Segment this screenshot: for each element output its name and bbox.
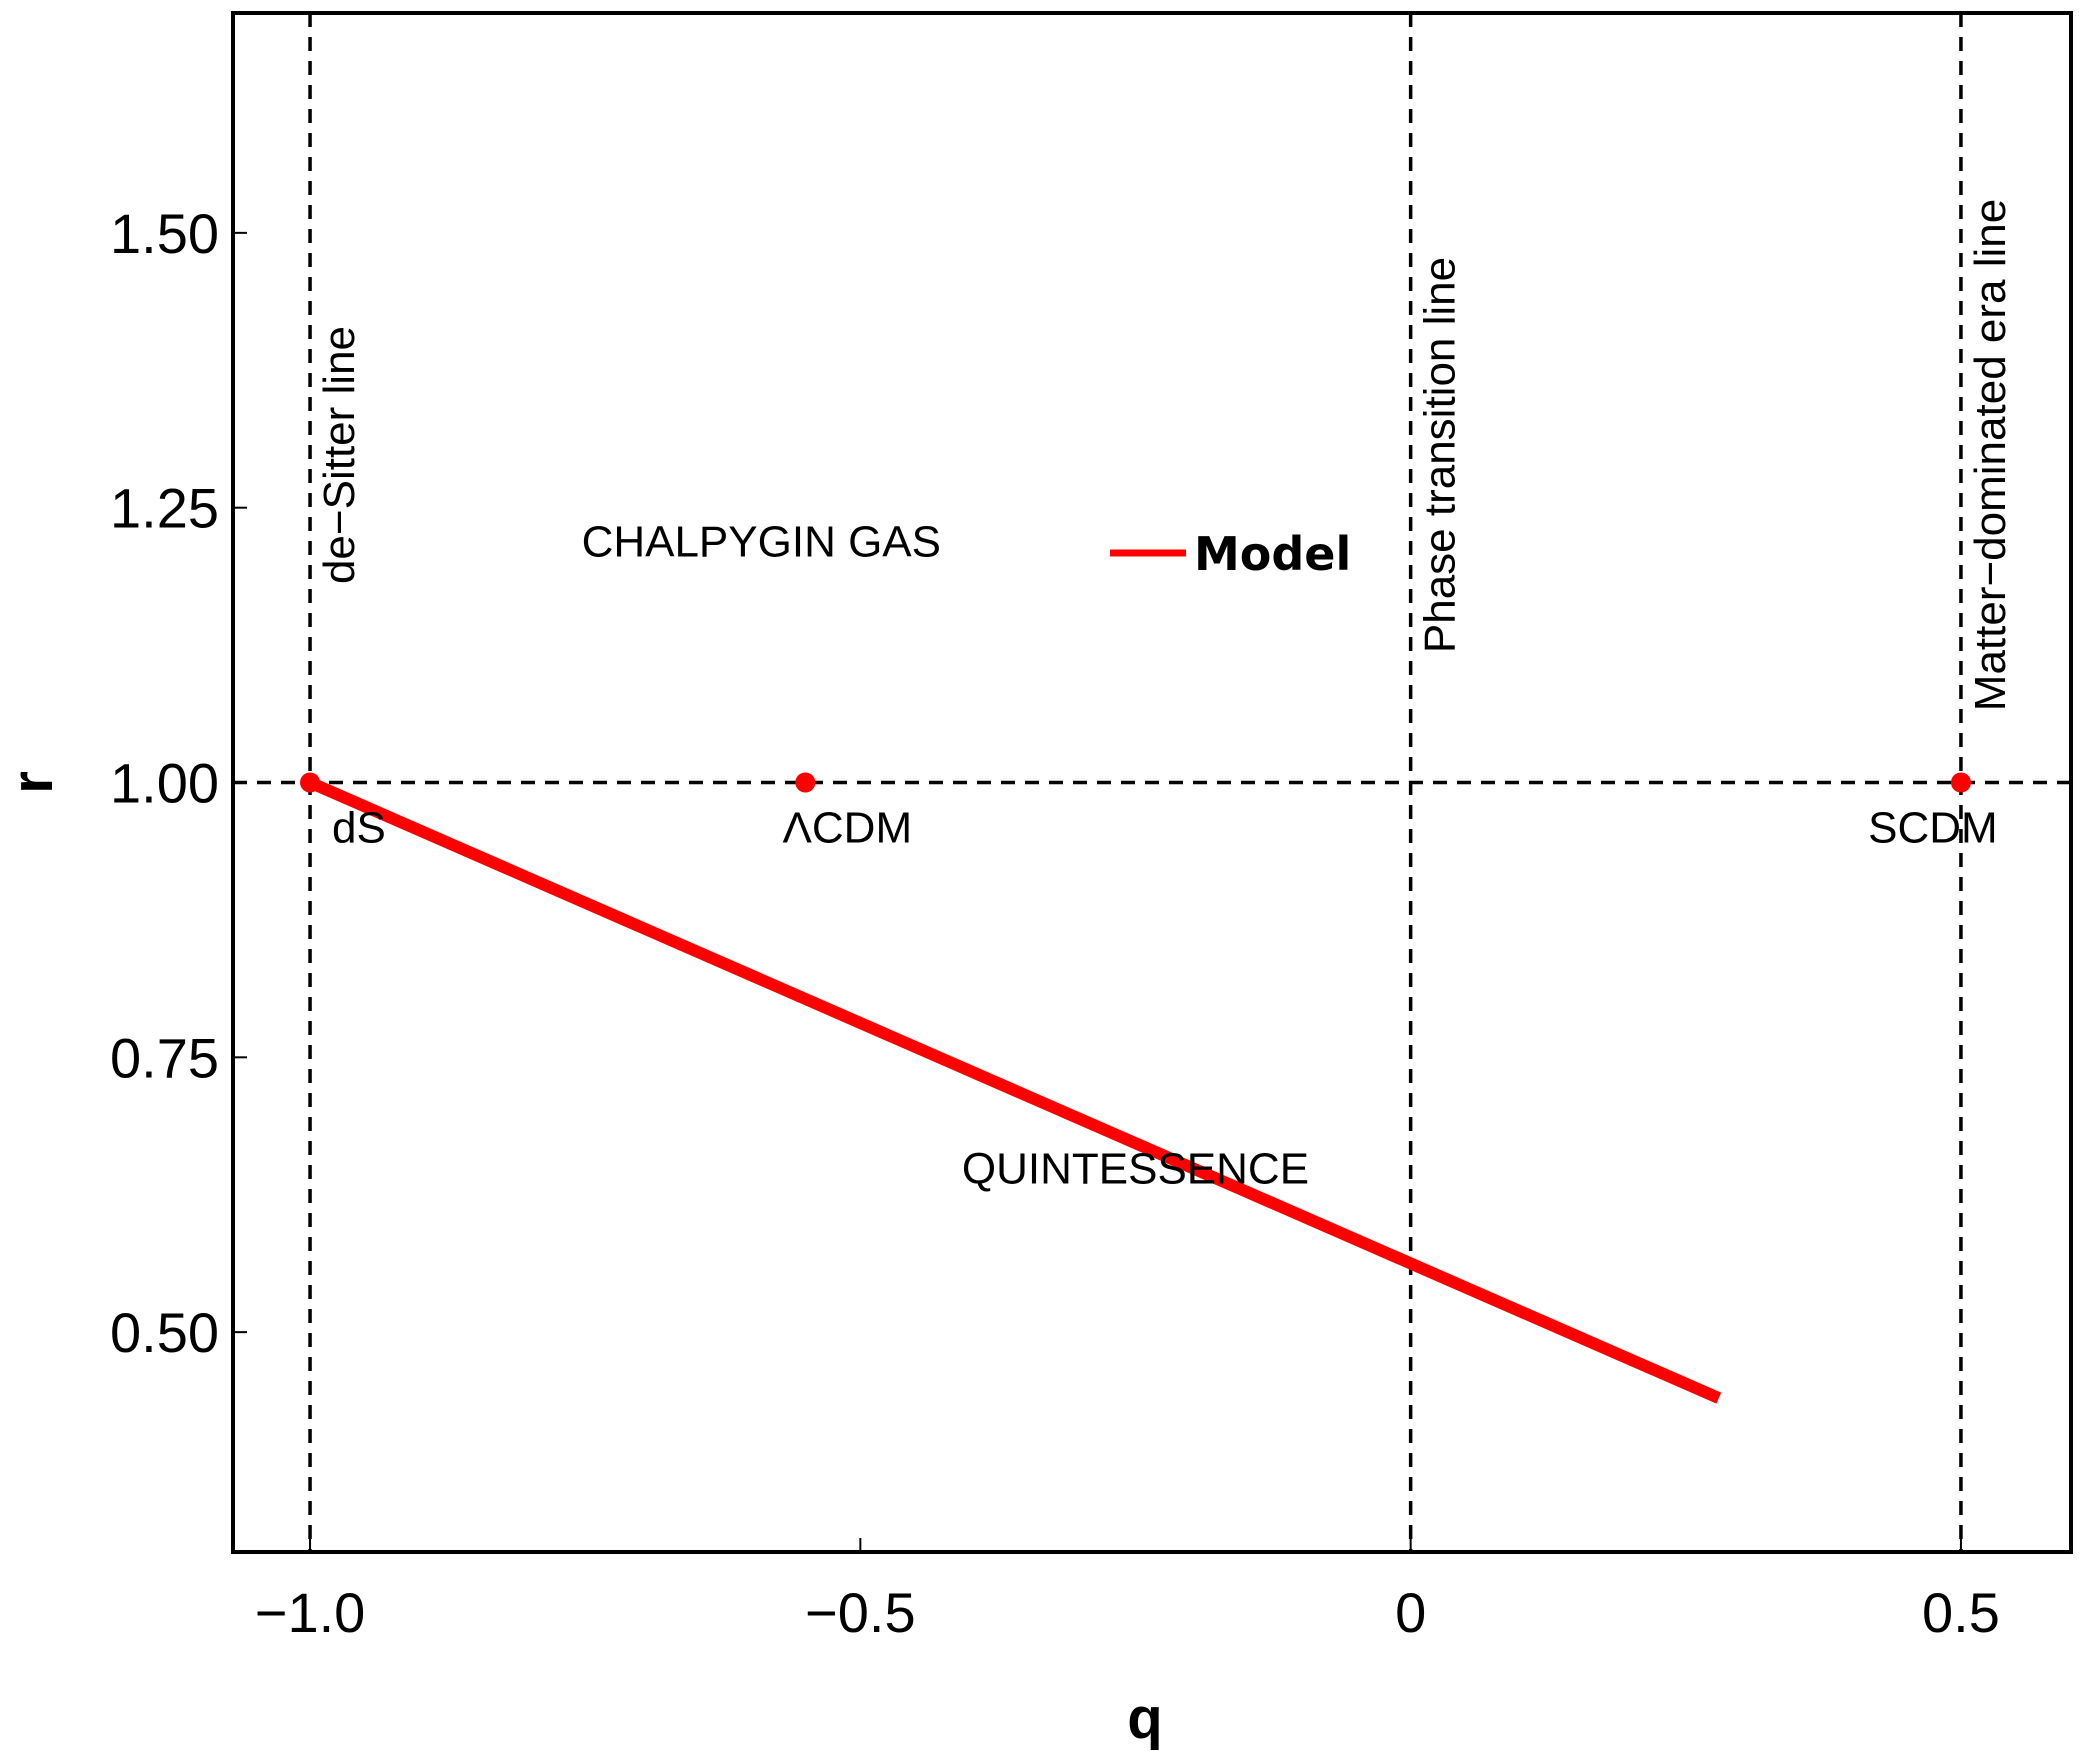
point-scdm bbox=[1950, 772, 1971, 793]
desitter-line-label: de−Sitter line bbox=[315, 326, 364, 584]
point-lcdm bbox=[795, 772, 816, 793]
point-label-ds: dS bbox=[332, 804, 386, 853]
legend-label-model: Model bbox=[1194, 527, 1351, 581]
series-group bbox=[307, 777, 1722, 1404]
axis-ticks: −1.0 −0.5 0 0.5 0.50 0.75 1.00 1.25 1.50 bbox=[110, 202, 2000, 1644]
region-label-chaplygin-gas: CHALPYGIN GAS bbox=[582, 518, 941, 567]
point-dS bbox=[300, 772, 321, 793]
y-tick-label: 1.00 bbox=[110, 752, 219, 815]
region-label-quintessence: QUINTESSENCE bbox=[962, 1144, 1309, 1193]
y-tick-label: 0.50 bbox=[110, 1301, 219, 1364]
phase-transition-line-label: Phase transition line bbox=[1416, 257, 1465, 653]
point-label-scdm: SCDM bbox=[1868, 804, 1998, 853]
y-tick-label: 0.75 bbox=[110, 1026, 219, 1089]
x-axis-title: q bbox=[1127, 1686, 1162, 1751]
x-tick-label: −0.5 bbox=[805, 1581, 916, 1644]
y-tick-label: 1.50 bbox=[110, 202, 219, 265]
series-line-model bbox=[307, 777, 1722, 1404]
points-group bbox=[300, 772, 1971, 793]
point-label-lcdm: ΛCDM bbox=[783, 804, 913, 853]
y-tick-label: 1.25 bbox=[110, 477, 219, 540]
matter-dominated-line-label: Matter−dominated era line bbox=[1966, 199, 2015, 711]
x-tick-label: 0 bbox=[1395, 1581, 1426, 1644]
y-axis-title: r bbox=[0, 771, 65, 794]
x-tick-label: 0.5 bbox=[1922, 1581, 2000, 1644]
x-tick-label: −1.0 bbox=[255, 1581, 366, 1644]
